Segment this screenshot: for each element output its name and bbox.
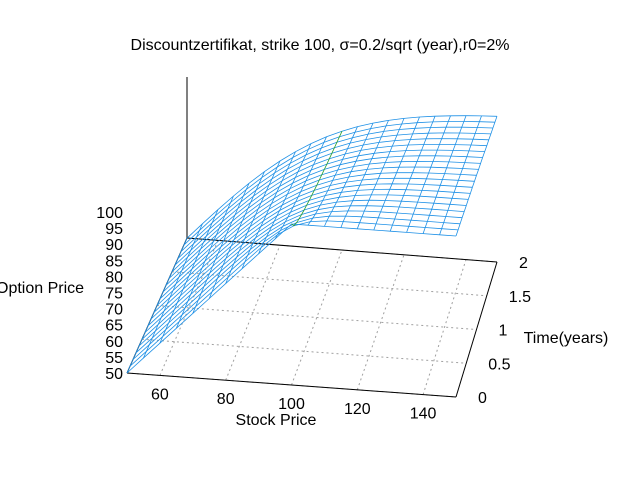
grid-line-y-1 — [156, 305, 477, 330]
tick-labels: 60 80 100 120 14000.511.52505560657075808590… — [96, 205, 531, 423]
x-tick-label: 80 — [217, 391, 235, 408]
y-tick-label: 0 — [478, 390, 487, 407]
z-tick-label: 100 — [96, 205, 123, 222]
mesh-line-t-0.2 — [132, 215, 461, 360]
y-axis-label: Time(years) — [524, 330, 609, 347]
z-tick-label: 85 — [105, 253, 123, 270]
mesh-line-s-125 — [373, 116, 420, 231]
axis-back-edge — [186, 237, 498, 263]
x-tick-label: 120 — [344, 401, 371, 418]
mesh-line-s-65 — [175, 195, 234, 329]
mesh-line-s-70 — [192, 183, 250, 314]
mesh-line-s-90 — [258, 143, 312, 254]
z-tick-label: 95 — [105, 221, 123, 238]
mesh-line-s-50 — [126, 238, 188, 374]
mesh-line-s-55 — [143, 223, 203, 359]
axis-right-edge — [455, 261, 498, 398]
chart-title: Discountzertifikat, strike 100, σ=0.2/sq… — [131, 37, 510, 54]
mesh-line-s-60 — [159, 209, 219, 344]
y-tick-label: 1 — [499, 323, 508, 340]
mesh-line-s-120 — [356, 118, 405, 229]
mesh-line-s-95 — [274, 136, 327, 240]
z-tick-label: 55 — [105, 350, 123, 367]
mesh-line-s-80 — [225, 160, 281, 284]
mesh-line-s-135 — [406, 115, 451, 233]
z-tick-label: 50 — [105, 366, 123, 383]
y-tick-label: 0.5 — [488, 356, 510, 373]
mesh-line-s-115 — [340, 120, 389, 228]
z-tick-label: 65 — [105, 318, 123, 335]
grid-line-x-100 — [291, 249, 343, 386]
grid-line-x-60 — [159, 240, 219, 376]
y-tick-label: 1.5 — [509, 289, 531, 306]
z-tick-label: 70 — [105, 302, 123, 319]
grid-line-x-140 — [422, 259, 467, 395]
mesh-line-s-75 — [208, 171, 265, 299]
z-tick-label: 90 — [105, 237, 123, 254]
axis-front-edge — [126, 372, 457, 398]
mesh-line-s-150 — [455, 116, 498, 237]
mesh-line-s-110 — [324, 122, 374, 227]
x-tick-label: 100 — [278, 396, 305, 413]
mesh-line-s-100 — [291, 131, 343, 227]
x-tick-label: 140 — [410, 406, 437, 423]
surface-mesh — [126, 115, 498, 374]
mesh-line-t-0.3 — [135, 210, 463, 354]
x-axis-label: Stock Price — [236, 412, 317, 429]
z-tick-label: 60 — [105, 334, 123, 351]
x-tick-label: 60 — [151, 386, 169, 403]
mesh-line-s-85 — [241, 151, 296, 269]
mesh-line-s-145 — [439, 115, 482, 235]
axis-frame — [126, 77, 498, 398]
mesh-line-s-105 — [307, 126, 358, 226]
mesh-line-s-130 — [389, 116, 436, 232]
mesh-line-s-140 — [422, 115, 467, 234]
grid-line-x-120 — [356, 254, 405, 390]
z-axis-label: Option Price — [0, 280, 84, 297]
grid-line-y-0.5 — [141, 338, 467, 364]
mesh-line-t-0.1 — [129, 220, 459, 367]
z-tick-label: 75 — [105, 286, 123, 303]
z-tick-label: 80 — [105, 269, 123, 286]
y-tick-label: 2 — [519, 255, 528, 272]
grid-line-x-80 — [225, 245, 281, 381]
grid-line-y-1.5 — [171, 271, 487, 297]
